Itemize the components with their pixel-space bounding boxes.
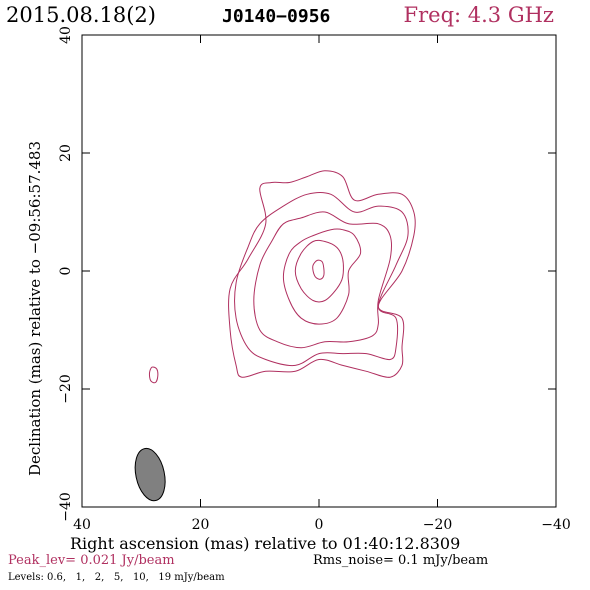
y-tick-label-group: −40 −20 0 20 40	[58, 26, 74, 522]
y-axis-label: Declination (mas) relative to −09:56:57.…	[26, 141, 44, 476]
x-tick-label: −40	[541, 517, 571, 533]
contour-line-4	[294, 239, 344, 303]
observation-date: 2015.08.18(2)	[6, 3, 156, 27]
level-value: 10,	[132, 572, 149, 583]
source-name: J0140−0956	[222, 6, 331, 27]
contour-line-1	[234, 191, 409, 367]
beam-ellipse	[134, 447, 166, 502]
rms-noise: Rms_noise= 0.1 mJy/beam	[313, 553, 489, 568]
beam-group	[134, 447, 166, 502]
x-tick-label: 20	[192, 517, 210, 533]
contour-line-5	[312, 259, 325, 280]
contour-line-6	[148, 366, 159, 384]
level-value: 1,	[75, 572, 86, 583]
y-tick-label: 20	[58, 144, 74, 162]
x-tick-label: 40	[73, 517, 91, 533]
level-value: 0.6,	[47, 572, 67, 583]
y-tick-label: 40	[58, 26, 74, 44]
plot-frame	[81, 34, 557, 508]
level-value: 19 mJy/beam	[158, 572, 225, 583]
x-axis-label: Right ascension (mas) relative to 01:40:…	[70, 534, 460, 553]
frequency-label: Freq: 4.3 GHz	[403, 3, 554, 27]
tick-group	[82, 35, 556, 507]
peak-level: Peak_lev= 0.021 Jy/beam	[8, 553, 175, 568]
contour-line-2	[253, 211, 393, 349]
contour-group	[148, 170, 416, 384]
x-tick-label: 0	[315, 517, 324, 533]
y-tick-label: −20	[58, 374, 74, 404]
levels-label: Levels:	[8, 572, 44, 583]
contour-line-0	[228, 170, 416, 378]
x-tick-label: −20	[423, 517, 453, 533]
x-tick-label-group: 40 20 0 −20 −40	[73, 517, 571, 533]
contour-levels: Levels: 0.6, 1, 2, 5, 10, 19 mJy/beam	[8, 572, 225, 583]
y-tick-label: 0	[58, 267, 74, 276]
contour-line-3	[282, 228, 362, 325]
level-value: 2,	[94, 572, 105, 583]
y-tick-label: −40	[58, 492, 74, 522]
level-value: 5,	[113, 572, 124, 583]
